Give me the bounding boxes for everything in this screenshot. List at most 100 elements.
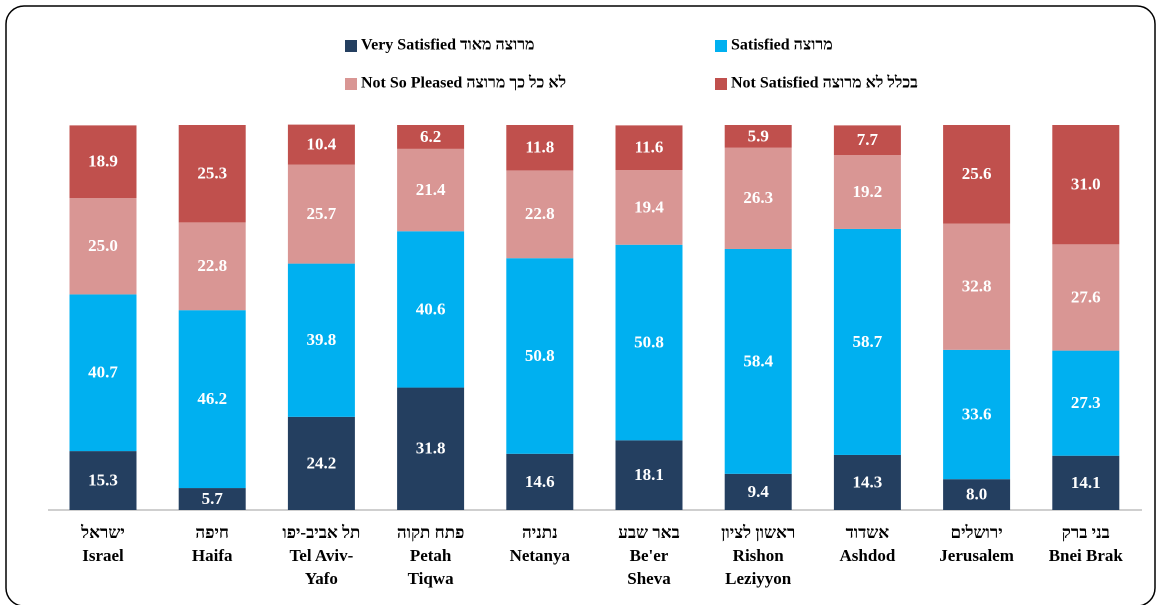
bar-segment [724, 473, 792, 510]
data-label: 21.4 [416, 180, 446, 199]
legend-label: Very Satisfied מרוצה מאוד [361, 37, 535, 54]
data-label: 24.2 [307, 453, 337, 472]
bar-segment [724, 125, 792, 148]
data-label: 27.3 [1071, 393, 1101, 412]
x-tick-label: Rishon [733, 546, 785, 565]
data-label: 25.0 [88, 236, 118, 255]
data-label: 9.4 [748, 482, 770, 501]
bar-segment [724, 147, 792, 249]
bar-segment [506, 170, 574, 259]
bar-segment [69, 125, 137, 199]
data-label: 5.7 [202, 489, 224, 508]
bar-segment [178, 125, 246, 223]
x-tick-label: Bnei Brak [1049, 546, 1124, 565]
bar-segment [615, 125, 683, 171]
data-label: 19.2 [853, 182, 883, 201]
bar-segment [1052, 244, 1120, 351]
bar-segment [615, 170, 683, 245]
x-tick-label: Ashdod [840, 546, 896, 565]
x-tick-label: Haifa [192, 546, 233, 565]
bar-segment [943, 223, 1011, 350]
frame [5, 5, 1156, 605]
data-label: 5.9 [748, 126, 769, 145]
x-tick-label: Yafo [305, 569, 338, 588]
bar-segment [1052, 455, 1120, 510]
bar-segment [833, 125, 901, 156]
data-label: 11.6 [635, 138, 664, 157]
legend-swatch [715, 40, 727, 52]
x-tick-label: Leziyyon [725, 569, 792, 588]
bar-segment [615, 244, 683, 441]
bar-segment [506, 258, 574, 454]
bar-segment [178, 310, 246, 489]
data-label: 22.8 [525, 204, 555, 223]
data-label: 25.7 [307, 204, 337, 223]
data-label: 31.0 [1071, 175, 1101, 194]
x-tick-label: Sheva [627, 569, 671, 588]
bar-segment [287, 124, 355, 165]
bar-segment [287, 263, 355, 417]
x-tick-label: ירושלים [950, 523, 1002, 542]
data-label: 27.6 [1071, 287, 1101, 306]
x-tick-label: Be'er [630, 546, 669, 565]
bar-segment [1052, 125, 1120, 245]
data-label: 25.3 [197, 164, 227, 183]
data-label: 11.8 [525, 138, 554, 157]
x-tick-label: אשדוד [846, 523, 890, 542]
bar-segment [615, 440, 683, 510]
bar-segment [287, 416, 355, 510]
data-label: 14.6 [525, 472, 555, 491]
bar-segment [943, 479, 1011, 510]
bar-segment [506, 125, 574, 171]
bar-segment [833, 454, 901, 510]
bar-segment [69, 198, 137, 295]
bar-segment [1052, 350, 1120, 456]
x-tick-label: Tiqwa [408, 569, 454, 588]
legend-label: Not Satisfied בכלל לא מרוצה [731, 74, 918, 92]
bar-segment [833, 155, 901, 229]
x-tick-label: פתח תקוה [397, 523, 465, 542]
legend-swatch [345, 40, 357, 52]
data-label: 15.3 [88, 470, 118, 489]
x-tick-label: Jerusalem [939, 546, 1014, 565]
data-label: 6.2 [420, 127, 441, 146]
data-label: 31.8 [416, 439, 446, 458]
bar-segment [397, 125, 465, 149]
data-label: 26.3 [743, 188, 773, 207]
data-label: 46.2 [197, 389, 227, 408]
x-tick-label: Netanya [510, 546, 571, 565]
x-tick-label: באר שבע [618, 523, 680, 542]
bar-segment [178, 222, 246, 311]
x-tick-label: בני ברק [1062, 523, 1110, 542]
x-tick-label: תל אביב-יפו [282, 523, 360, 542]
x-tick-label: Petah [410, 546, 452, 565]
bar-segment [506, 453, 574, 510]
data-label: 32.8 [962, 277, 992, 296]
data-label: 25.6 [962, 164, 992, 183]
legend-label: Satisfied מרוצה [731, 37, 833, 54]
bar-segment [287, 164, 355, 264]
bar-segment [397, 148, 465, 232]
bar-segment [178, 488, 246, 510]
x-tick-label: Israel [82, 546, 124, 565]
data-label: 10.4 [307, 135, 337, 154]
bar-segment [833, 228, 901, 455]
data-label: 8.0 [966, 485, 987, 504]
legend-swatch [345, 78, 357, 90]
bar-segment [69, 451, 137, 510]
data-label: 50.8 [634, 332, 664, 351]
x-tick-label: ראשון לציון [721, 523, 795, 542]
data-label: 19.4 [634, 197, 664, 216]
bar-segment [397, 387, 465, 510]
bar-segment [69, 294, 137, 452]
x-tick-label: Tel Aviv- [290, 546, 354, 565]
data-label: 40.7 [88, 363, 118, 382]
data-label: 18.1 [634, 465, 664, 484]
data-label: 39.8 [307, 330, 337, 349]
data-label: 14.1 [1071, 473, 1101, 492]
x-tick-label: ישראל [80, 523, 125, 542]
data-label: 18.9 [88, 152, 118, 171]
bar-segment [724, 248, 792, 474]
bar-segment [397, 231, 465, 388]
